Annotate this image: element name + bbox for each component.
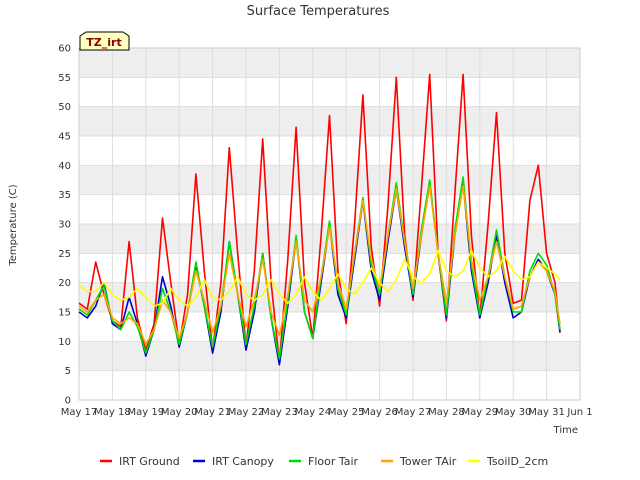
legend: IRT Ground IRT Canopy Floor Tair Tower TAir… xyxy=(100,455,548,468)
x-tick-label: May 26 xyxy=(361,407,398,418)
y-tick-label: 55 xyxy=(58,73,71,84)
x-tick-label: May 27 xyxy=(395,407,432,418)
y-tick-label: 50 xyxy=(58,102,71,113)
y-tick-label: 0 xyxy=(65,396,71,407)
tz-annotation: TZ_irt xyxy=(79,31,130,51)
x-axis-label: Time xyxy=(553,425,578,436)
x-tick-label: May 21 xyxy=(194,407,231,418)
tz-annotation-box xyxy=(79,31,130,51)
legend-label-tsoild-2cm: TsoilD_2cm xyxy=(486,455,548,468)
y-tick-label: 10 xyxy=(58,337,71,348)
plot-band xyxy=(79,341,580,371)
y-tick-label: 35 xyxy=(58,190,71,201)
y-tick-label: 20 xyxy=(58,278,71,289)
plot-band xyxy=(79,48,580,78)
y-tick-label: 5 xyxy=(65,366,71,377)
y-tick-label: 45 xyxy=(58,132,71,143)
x-tick-label: May 29 xyxy=(462,407,499,418)
chart-title: Surface Temperatures xyxy=(247,4,390,19)
x-tick-label: May 30 xyxy=(495,407,532,418)
plot-band xyxy=(79,165,580,195)
tz-annotation-label: TZ_irt xyxy=(86,36,121,49)
series-line-tower-tair xyxy=(78,185,561,346)
y-tick-label: 30 xyxy=(58,220,71,231)
legend-label-floor-tair: Floor Tair xyxy=(308,455,359,468)
y-tick-label: 25 xyxy=(58,249,71,260)
y-tick-label: 60 xyxy=(58,44,71,55)
series-line-tsoild-2cm xyxy=(78,249,561,307)
x-tick-label: May 22 xyxy=(228,407,265,418)
y-tick-label: 15 xyxy=(58,308,71,319)
legend-label-tower-tair: Tower TAir xyxy=(399,455,457,468)
legend-label-irt-canopy: IRT Canopy xyxy=(212,455,274,468)
x-tick-label: May 20 xyxy=(161,407,198,418)
y-axis-label: Temperature (C) xyxy=(8,184,19,266)
x-tick-label: May 24 xyxy=(295,407,332,418)
x-tick-label: May 31 xyxy=(528,407,565,418)
y-tick-labels: 0 5 10 15 20 25 30 35 40 45 50 55 60 xyxy=(58,44,71,407)
x-tick-label: May 18 xyxy=(94,407,131,418)
y-tick-label: 40 xyxy=(58,161,71,172)
x-tick-label: May 28 xyxy=(428,407,465,418)
legend-label-irt-ground: IRT Ground xyxy=(119,455,180,468)
x-tick-label: May 17 xyxy=(61,407,98,418)
series-lines xyxy=(78,73,561,366)
x-tick-label: May 19 xyxy=(128,407,165,418)
x-tick-label: May 23 xyxy=(261,407,298,418)
x-tick-label: Jun 1 xyxy=(566,407,592,418)
plot-area xyxy=(78,47,581,401)
series-line-irt-ground xyxy=(78,73,561,363)
x-tick-label: May 25 xyxy=(328,407,365,418)
